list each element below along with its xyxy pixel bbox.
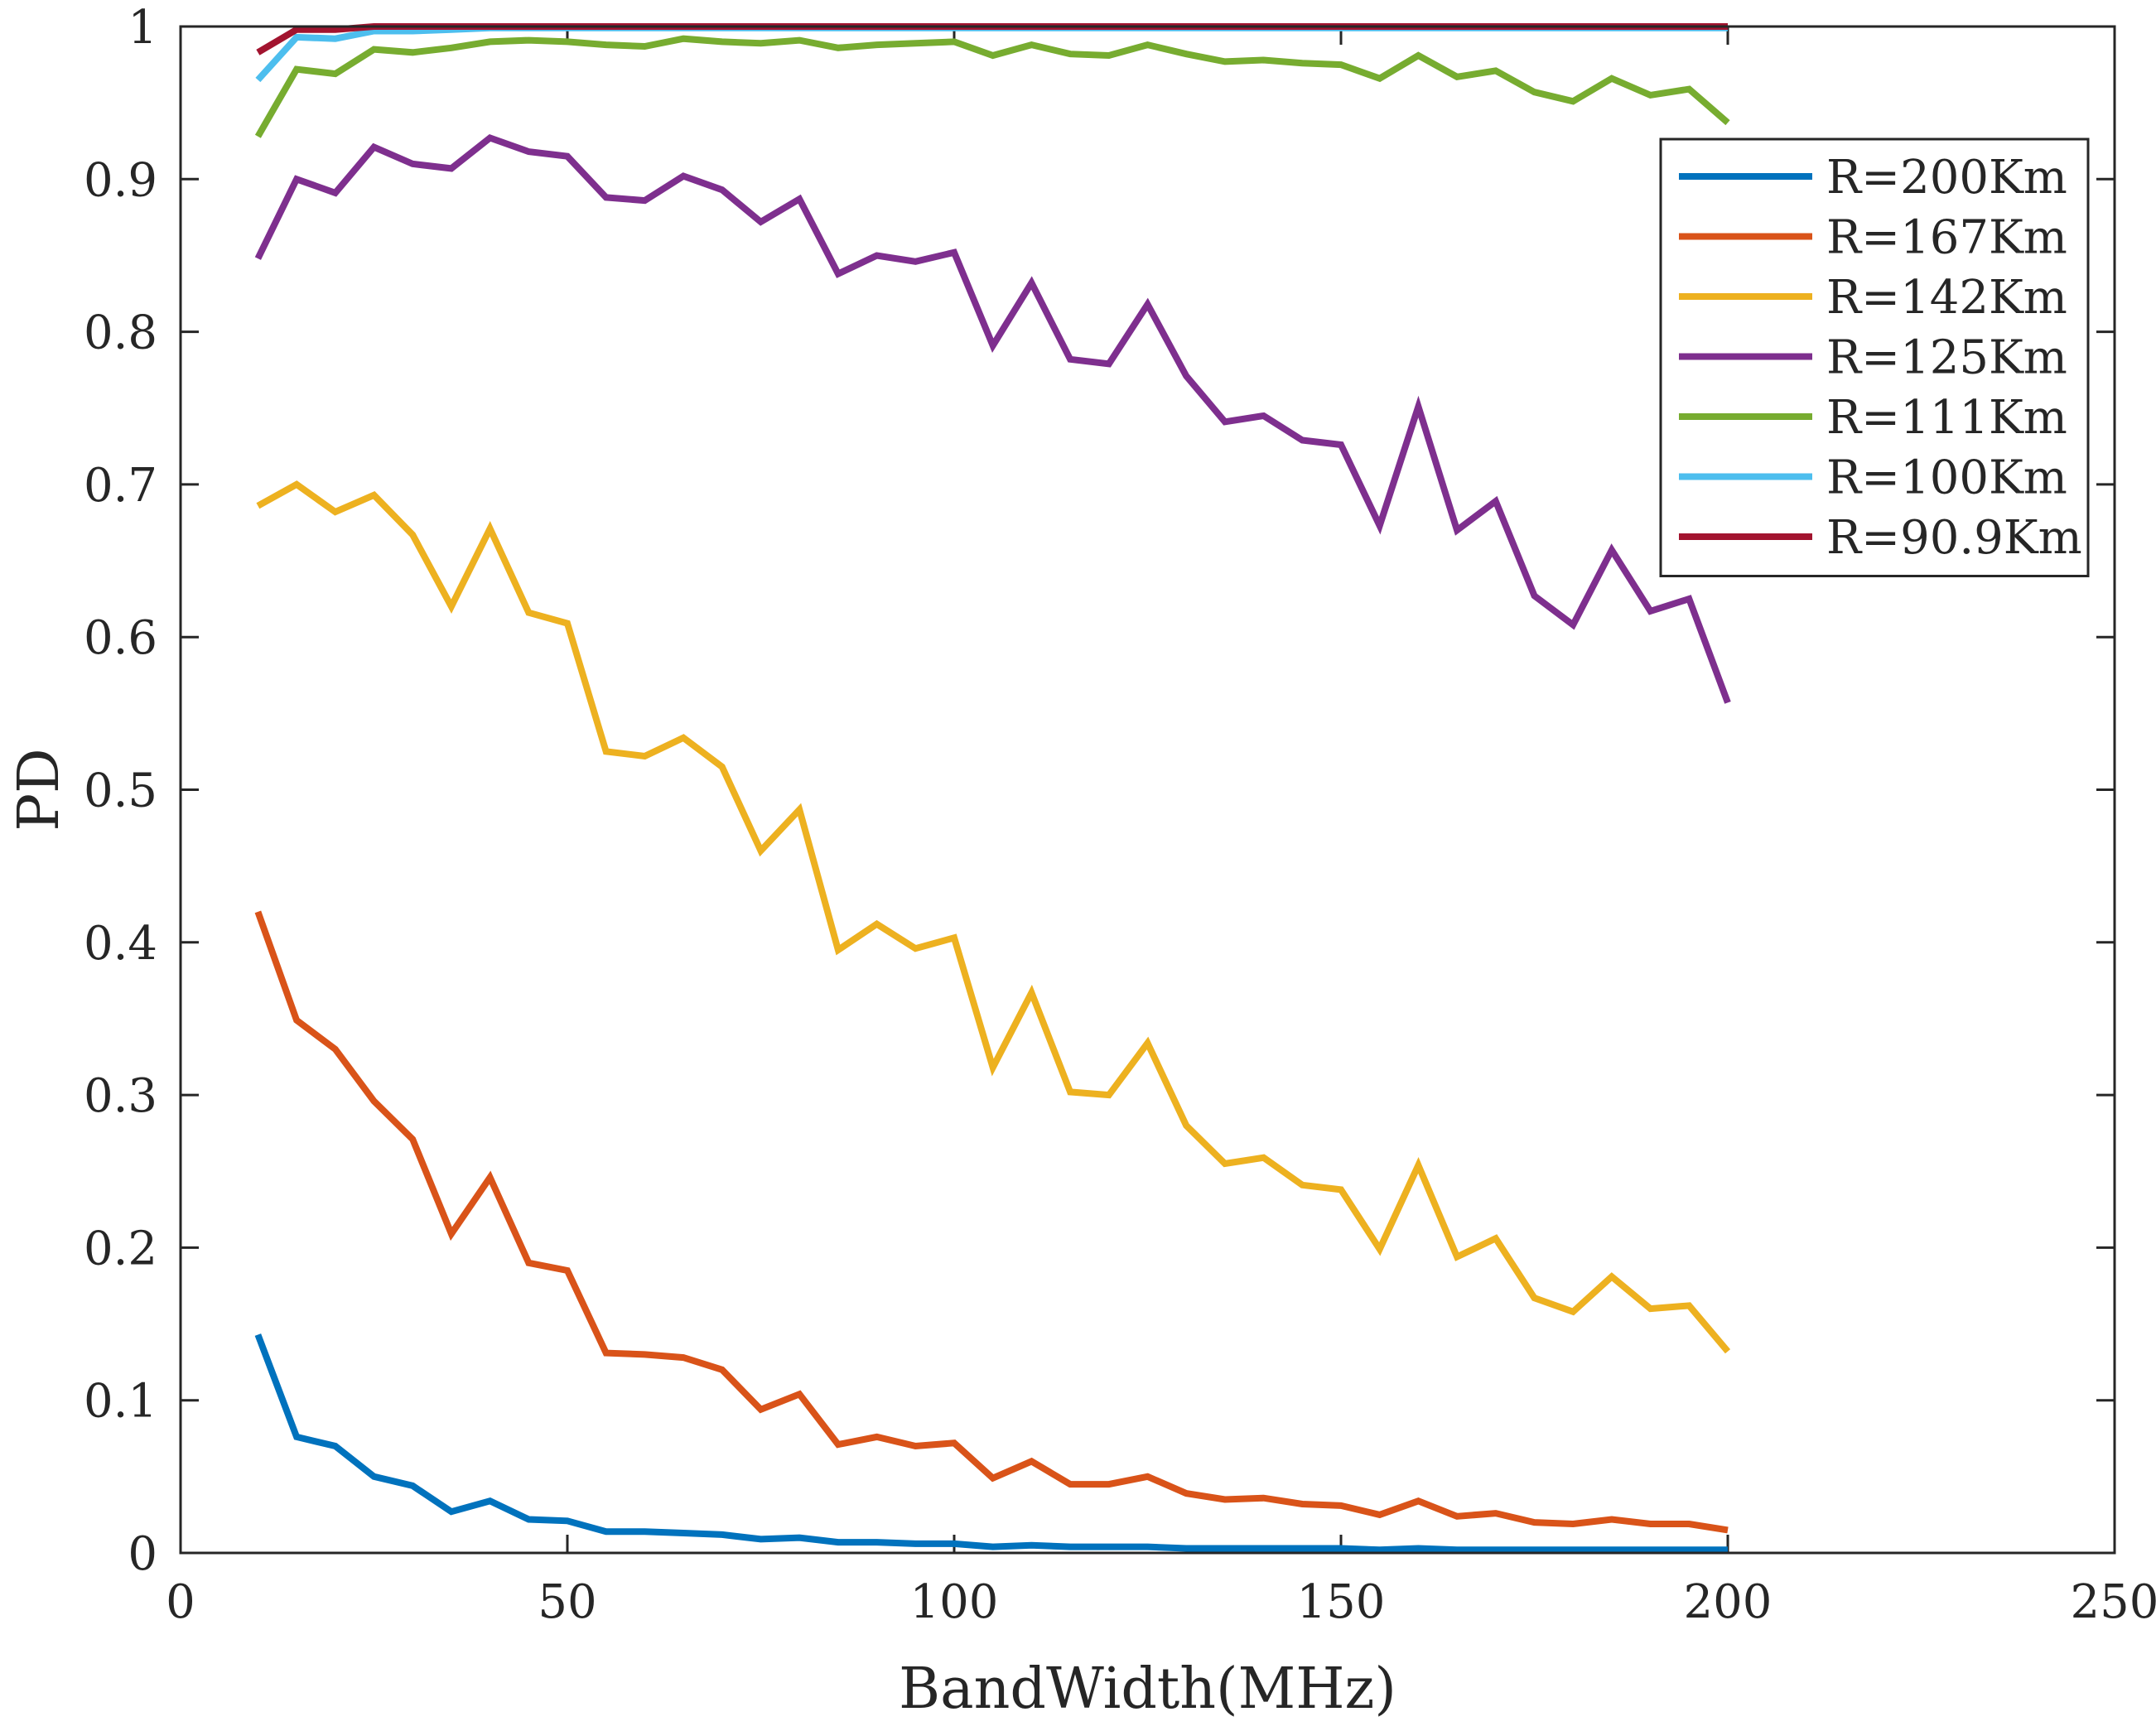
x-tick-label: 150 bbox=[1297, 1575, 1386, 1629]
series-lines bbox=[254, 23, 1731, 1554]
x-tick-label: 250 bbox=[2071, 1575, 2156, 1629]
legend-label-6: R=90.9Km bbox=[1826, 511, 2082, 565]
x-tick-label: 50 bbox=[538, 1575, 596, 1629]
legend-label-3: R=125Km bbox=[1826, 331, 2067, 385]
legend-label-2: R=142Km bbox=[1826, 271, 2067, 325]
y-tick-label: 0.4 bbox=[84, 917, 157, 971]
legend-label-0: R=200Km bbox=[1826, 151, 2067, 205]
legend-label-5: R=100Km bbox=[1826, 451, 2067, 505]
y-tick-label: 0.5 bbox=[84, 764, 157, 818]
y-tick-label: 0.8 bbox=[84, 306, 157, 360]
x-axis-label: BandWidth(MHz) bbox=[899, 1656, 1396, 1722]
y-tick-label: 0.2 bbox=[84, 1222, 157, 1275]
series-line-1 bbox=[254, 910, 1729, 1534]
legend-label-1: R=167Km bbox=[1826, 211, 2067, 265]
y-tick-label: 0.6 bbox=[84, 611, 157, 665]
series-line-4 bbox=[254, 35, 1730, 138]
series-line-3 bbox=[254, 133, 1731, 704]
legend: R=200Km R=167Km R=142Km R=125Km R=111Km R=100… bbox=[1659, 137, 2090, 577]
x-tick-label: 0 bbox=[166, 1575, 195, 1629]
y-tick-label: 1 bbox=[128, 1, 157, 55]
y-axis-label: PD bbox=[7, 748, 72, 831]
y-tick-label: 0 bbox=[128, 1527, 157, 1581]
tick-labels: 0 50 100 150 200 250 0 0.1 0.2 0.3 0.4 0.5 0.6 0.7 0.8… bbox=[84, 1, 2156, 1629]
legend-label-4: R=111Km bbox=[1826, 391, 2067, 445]
y-tick-label: 0.7 bbox=[84, 459, 157, 513]
x-tick-label: 100 bbox=[910, 1575, 999, 1629]
y-tick-label: 0.3 bbox=[84, 1069, 157, 1123]
x-tick-label: 200 bbox=[1684, 1575, 1773, 1629]
series-line-2 bbox=[256, 480, 1731, 1354]
series-line-0 bbox=[254, 1333, 1728, 1554]
plot-frame bbox=[179, 25, 2116, 1555]
y-tick-label: 0.9 bbox=[84, 153, 157, 207]
y-tick-label: 0.1 bbox=[84, 1375, 157, 1429]
